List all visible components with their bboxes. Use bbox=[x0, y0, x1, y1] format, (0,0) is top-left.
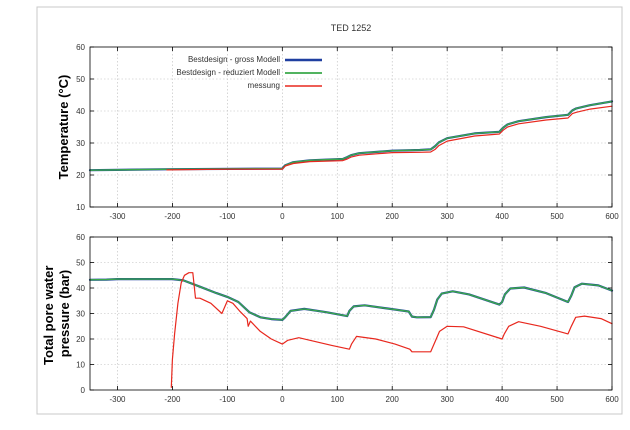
pressure-x-tick-label-0: -300 bbox=[109, 395, 126, 404]
temperature-x-tick-label-5: 200 bbox=[386, 212, 400, 221]
temperature-x-tick-label-4: 100 bbox=[331, 212, 345, 221]
chart-title: TED 1252 bbox=[331, 23, 372, 33]
temperature-axes: -300 -200 -100 0 100 200 300 400 500 600 10 20 30 40 5… bbox=[76, 43, 619, 221]
pressure-x-tick-label-7: 400 bbox=[495, 395, 509, 404]
temperature-x-tick-label-9: 600 bbox=[605, 212, 619, 221]
legend-label-messung: messung bbox=[248, 81, 280, 90]
pressure-x-tick-label-9: 600 bbox=[605, 395, 619, 404]
pressure-x-tick-label-6: 300 bbox=[440, 395, 454, 404]
legend: Bestdesign - gross Modell Bestdesign - r… bbox=[176, 55, 322, 90]
pressure-y-tick-label-0: 0 bbox=[81, 386, 86, 395]
temperature-panel: -300 -200 -100 0 100 200 300 400 500 600 10 20 30 40 5… bbox=[56, 43, 619, 221]
pressure-y-tick-label-2: 20 bbox=[76, 335, 85, 344]
pressure-series-1-line bbox=[89, 278, 613, 321]
pressure-y-tick-label-1: 10 bbox=[76, 361, 85, 370]
pressure-axes: -300 -200 -100 0 100 200 300 400 500 600 0 10 20 30 40… bbox=[76, 233, 619, 404]
pressure-x-tick-label-5: 200 bbox=[386, 395, 400, 404]
temperature-x-tick-label-7: 400 bbox=[495, 212, 509, 221]
pressure-x-tick-label-1: -200 bbox=[164, 395, 181, 404]
temperature-y-tick-label-3: 40 bbox=[76, 107, 85, 116]
pressure-series-2-line bbox=[170, 272, 613, 388]
legend-label-gross-modell: Bestdesign - gross Modell bbox=[188, 55, 280, 64]
pressure-x-tick-label-3: 0 bbox=[280, 395, 285, 404]
pressure-y-axis-label-line-2: pressure (bar) bbox=[57, 270, 72, 357]
temperature-x-tick-label-0: -300 bbox=[109, 212, 126, 221]
pressure-series bbox=[88, 272, 614, 388]
temperature-y-axis-label: Temperature (°C) bbox=[56, 75, 71, 180]
temperature-x-tick-label-3: 0 bbox=[280, 212, 285, 221]
pressure-y-tick-label-6: 60 bbox=[76, 233, 85, 242]
temperature-y-tick-label-1: 20 bbox=[76, 171, 85, 180]
pressure-x-tick-label-4: 100 bbox=[331, 395, 345, 404]
temperature-y-tick-label-5: 60 bbox=[76, 43, 85, 52]
pressure-y-tick-label-3: 30 bbox=[76, 310, 85, 319]
temperature-y-tick-label-2: 30 bbox=[76, 139, 85, 148]
legend-label-reduziert-modell: Bestdesign - reduziert Modell bbox=[176, 68, 280, 77]
pressure-panel: -300 -200 -100 0 100 200 300 400 500 600 0 10 20 30 40… bbox=[41, 233, 619, 404]
temperature-plot-frame bbox=[89, 46, 613, 208]
temperature-series-0-line bbox=[88, 100, 614, 172]
temperature-x-tick-label-6: 300 bbox=[440, 212, 454, 221]
temperature-x-tick-label-2: -100 bbox=[219, 212, 236, 221]
pressure-y-axis-label-line-1: Total pore water bbox=[41, 266, 56, 365]
temperature-x-tick-label-8: 500 bbox=[550, 212, 564, 221]
temperature-y-tick-label-0: 10 bbox=[76, 203, 85, 212]
temperature-y-tick-label-4: 50 bbox=[76, 75, 85, 84]
temperature-x-tick-label-1: -200 bbox=[164, 212, 181, 221]
pressure-y-tick-label-4: 40 bbox=[76, 284, 85, 293]
pressure-x-tick-label-2: -100 bbox=[219, 395, 236, 404]
temperature-grid bbox=[90, 47, 612, 207]
temperature-series bbox=[88, 100, 614, 172]
temperature-series-1-line bbox=[89, 100, 613, 171]
pressure-grid bbox=[90, 237, 612, 390]
pressure-y-axis-label: Total pore water pressure (bar) bbox=[41, 262, 72, 365]
temperature-series-2-line bbox=[166, 105, 613, 171]
pressure-y-tick-label-5: 50 bbox=[76, 259, 85, 268]
figure-border bbox=[36, 6, 623, 415]
pressure-x-tick-label-8: 500 bbox=[550, 395, 564, 404]
